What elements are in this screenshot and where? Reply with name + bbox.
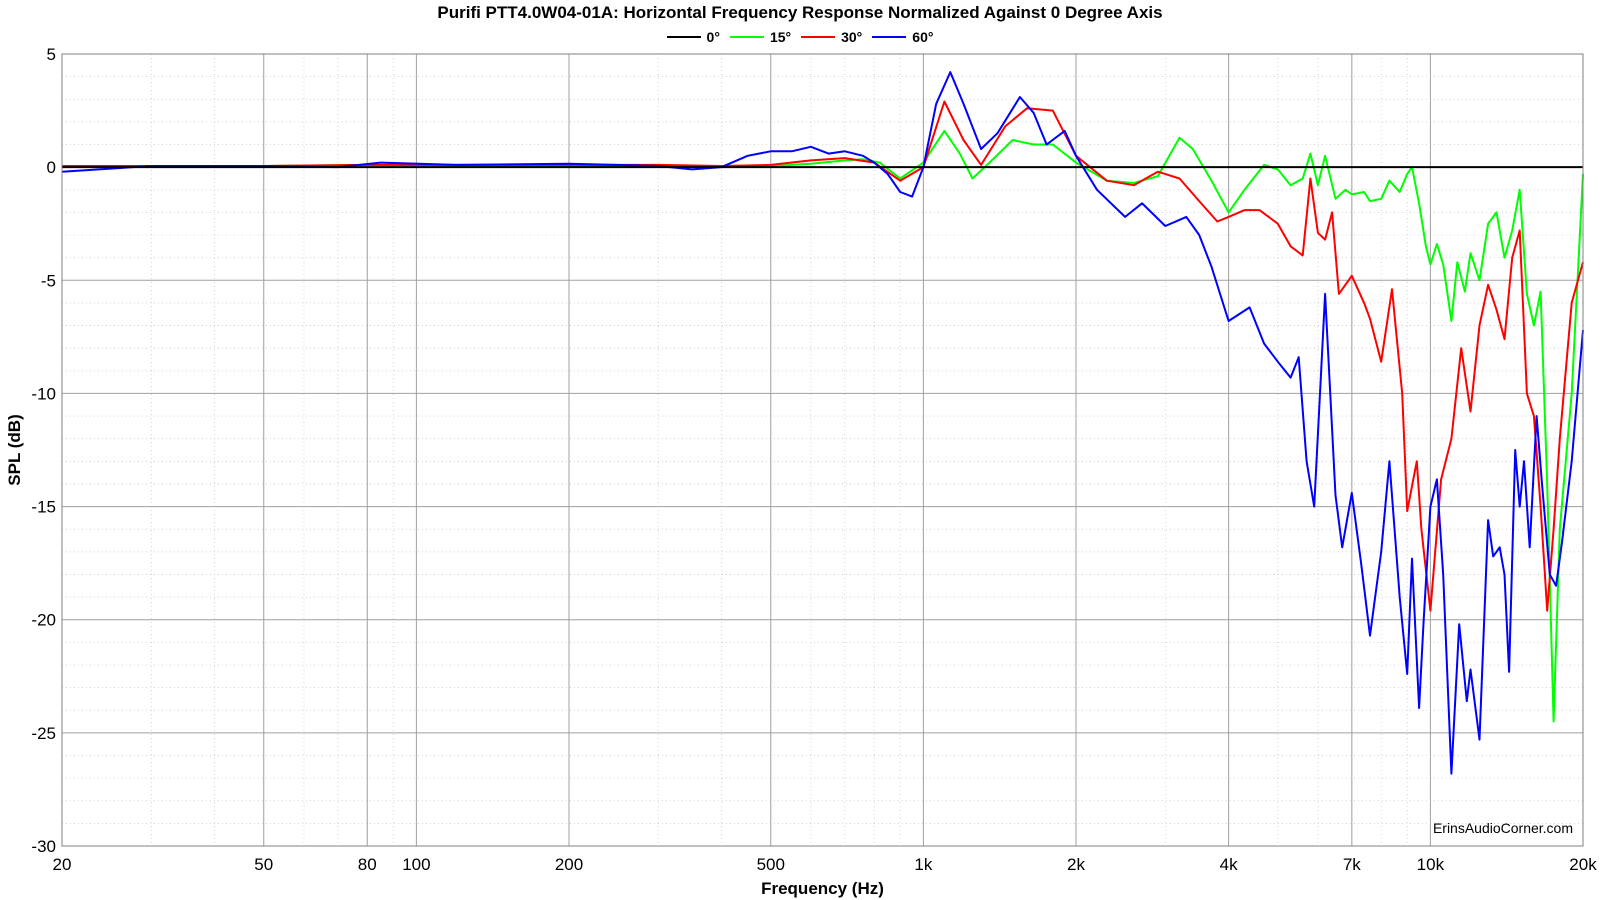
legend-label: 15°: [769, 29, 792, 45]
legend-swatch: [801, 36, 836, 38]
chart-title: Purifi PTT4.0W04-01A: Horizontal Frequen…: [437, 3, 1163, 22]
y-tick-label: 5: [47, 45, 56, 64]
legend-item: 0°: [666, 29, 720, 45]
y-tick-label: -5: [41, 271, 56, 290]
x-tick-labels: 20 50 80 100 200 500 1k 2k 4k 7k 10k 20k: [53, 855, 1598, 874]
x-tick-label: 4k: [1220, 855, 1238, 874]
minor-gridlines: [61, 54, 1584, 846]
plot-frame: [61, 53, 1584, 847]
y-tick-labels: 5 0 -5 -10 -15 -20 -25 -30: [31, 45, 56, 856]
x-tick-label: 7k: [1343, 855, 1361, 874]
x-tick-label: 1k: [914, 855, 932, 874]
series-line-2: [62, 100, 1584, 612]
y-tick-label: -15: [31, 498, 56, 517]
x-tick-label: 2k: [1067, 855, 1085, 874]
y-tick-label: 0: [47, 158, 56, 177]
x-tick-label: 20: [53, 855, 72, 874]
y-axis-title: SPL (dB): [5, 414, 24, 485]
legend-swatch: [666, 36, 701, 38]
x-axis-title: Frequency (Hz): [761, 879, 884, 898]
legend: 0° 15° 30° 60°: [0, 29, 1600, 45]
x-tick-label: 10k: [1417, 855, 1445, 874]
x-tick-label: 200: [555, 855, 583, 874]
legend-swatch: [729, 36, 764, 38]
x-tick-label: 50: [254, 855, 273, 874]
legend-label: 60°: [912, 29, 934, 45]
x-tick-label: 80: [358, 855, 377, 874]
series-layer: [61, 71, 1584, 775]
x-tick-label: 20k: [1569, 855, 1597, 874]
legend-label: 0°: [706, 29, 720, 45]
series-line-1: [61, 129, 1584, 723]
y-tick-label: -25: [31, 724, 56, 743]
y-tick-label: -10: [31, 384, 56, 403]
legend-label: 30°: [841, 29, 863, 45]
legend-item: 30°: [801, 29, 862, 45]
y-tick-label: -20: [31, 611, 56, 630]
plot-area: [62, 54, 1583, 846]
legend-swatch: [872, 36, 907, 38]
x-tick-label: 100: [402, 855, 430, 874]
watermark-text: ErinsAudioCorner.com: [1433, 820, 1573, 836]
legend-item: 15°: [729, 29, 792, 45]
series-line-3: [61, 71, 1584, 775]
y-tick-label: -30: [31, 837, 56, 856]
legend-item: 60°: [872, 29, 933, 45]
x-tick-label: 500: [757, 855, 785, 874]
